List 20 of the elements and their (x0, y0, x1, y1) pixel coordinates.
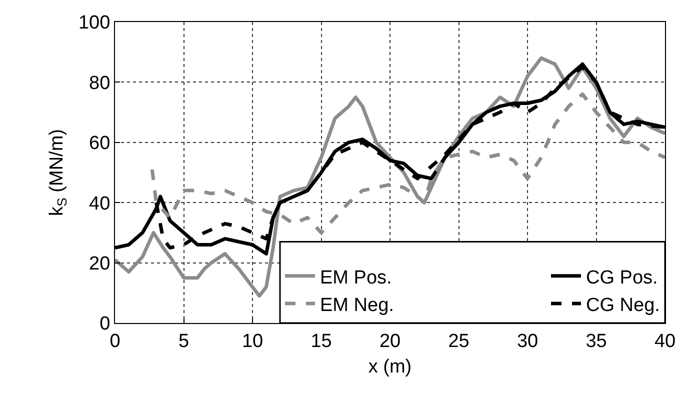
y-tick-label: 60 (89, 133, 110, 154)
x-tick-label: 25 (448, 330, 470, 352)
x-tick-label: 30 (516, 330, 538, 352)
y-tick-label: 40 (89, 193, 110, 214)
y-tick-label: 0 (100, 314, 110, 335)
x-tick-label: 35 (586, 330, 607, 352)
y-tick-label: 100 (78, 12, 110, 34)
legend-label: CG Pos. (586, 267, 658, 288)
legend-label: EM Pos. (320, 267, 392, 288)
x-tick-label: 10 (242, 330, 264, 352)
x-axis-title: x (m) (368, 356, 412, 378)
legend-label: CG Neg. (586, 294, 660, 316)
y-tick-label: 20 (89, 253, 110, 274)
x-tick-label: 5 (178, 330, 190, 352)
y-tick-label: 80 (89, 72, 110, 94)
x-tick-label: 15 (310, 330, 332, 352)
legend-label: EM Neg. (320, 294, 394, 316)
x-tick-label: 40 (654, 330, 676, 352)
x-tick-label: 20 (379, 330, 401, 352)
line-series (115, 56, 665, 298)
